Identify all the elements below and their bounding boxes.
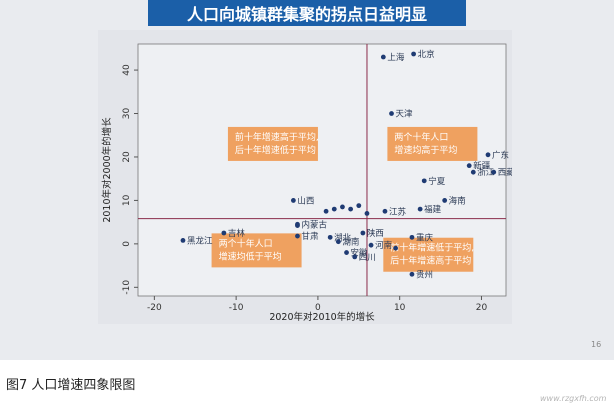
data-point-label-1: 北京 [418,49,435,60]
data-point-label-22: 重庆 [416,232,434,243]
data-point-unlabeled-5 [364,211,370,216]
y-tick-label: 20 [122,151,132,163]
data-point-9 [417,206,423,212]
data-point-18 [344,250,349,255]
data-point-23 [409,271,415,277]
page-number: 16 [591,340,602,349]
data-point-label-14: 黑龙江 [187,235,213,246]
data-point-label-2: 天津 [396,109,414,120]
data-point-4 [466,163,472,169]
y-axis-label: 2010年对2000年的增长 [101,117,113,223]
reference-line-layer [138,44,506,296]
banner-title: 人口向城镇群集聚的拐点日益明显 [148,0,466,26]
data-point-label-16: 湖北 [334,233,352,243]
data-point-label-9: 福建 [424,204,442,215]
quadrant-box-3 [383,237,474,272]
figure-caption: 图7 人口增速四象限图 [6,378,136,393]
data-point-22 [409,234,415,240]
data-point-label-7: 宁夏 [428,176,446,187]
quadrant-label-1-line-0: 两个十年人口 [394,131,448,143]
x-tick-label: 10 [394,303,406,313]
data-point-unlabeled-3 [348,206,354,212]
data-point-unlabeled-0 [323,208,329,214]
x-tick-label: -20 [147,303,162,313]
data-point-label-5: 浙江 [477,167,495,178]
data-point-6 [491,169,497,175]
quadrant-label-2-line-0: 两个十年人口 [219,237,273,249]
data-point-label-4: 新疆 [473,161,491,172]
data-point-label-12: 内蒙古 [301,219,327,230]
data-point-label-13: 吉林 [228,228,246,239]
quadrant-label-2-line-1: 增速均低于平均 [219,250,282,262]
y-tick-label: 0 [122,241,132,247]
data-point-unlabeled-4 [356,203,362,209]
plot-card: 前十年增速高于平均, 后十年增速低于平均 两个十年人口 增速均高于平均 两个十年人口 增速… [98,30,512,324]
data-point-label-10: 山西 [297,195,314,206]
data-point-label-19: 四川 [359,253,376,263]
y-tick-label: 30 [122,108,132,120]
data-point-7 [421,178,427,184]
data-point-10 [290,198,296,203]
axis-layer: -20 -10 0 10 20 -10 0 10 20 30 40 [122,64,487,313]
data-point-12 [295,221,300,227]
data-point-16 [327,234,333,240]
quadrant-label-0-line-1: 后十年增速低于平均 [235,144,316,156]
data-point-label-17: 湖南 [342,237,359,248]
watermark: www.rzgxfh.com [540,394,607,403]
data-point-3 [485,152,491,158]
data-point-19 [352,254,358,260]
x-tick-label: 20 [476,303,488,313]
data-point-13 [221,230,227,236]
data-point-8 [442,198,448,203]
data-point-label-15: 甘肃 [301,231,319,242]
data-point-label-8: 海南 [449,195,466,206]
data-point-11 [382,208,388,214]
data-point-unlabeled-2 [340,204,345,210]
data-point-5 [470,169,476,175]
quadrant-label-3-line-1: 后十年增速高于平均 [390,255,471,267]
quadrant-box-0 [227,126,318,161]
data-point-unlabeled-1 [331,206,337,212]
quadrant-label-0-line-0: 前十年增速高于平均, [235,131,319,143]
y-tick-label: 10 [122,194,132,206]
data-point-0 [380,54,386,60]
data-point-label-20: 陕西 [367,228,384,239]
data-point-label-18: 安徽 [351,248,369,259]
data-point-17 [335,239,341,245]
data-point-label-6: 西藏 [498,167,512,178]
y-tick-label: 40 [122,64,132,76]
quadrant-label-layer: 前十年增速高于平均,后十年增速低于平均两个十年人口增速均高于平均两个十年人口增速… [211,126,478,272]
scatter-chart: 前十年增速高于平均,后十年增速低于平均两个十年人口增速均高于平均两个十年人口增速… [101,43,512,323]
data-point-1 [411,51,416,57]
x-tick-label: 0 [315,303,321,313]
quadrant-label-3-line-0: 前十年增速低于平均, [390,242,474,254]
data-point-label-3: 广东 [492,150,509,161]
data-point-label-11: 江苏 [389,206,407,217]
data-point-15 [295,233,300,239]
data-point-21 [368,242,374,248]
quadrant-label-1-line-1: 增速均高于平均 [394,144,457,156]
y-tick-label: -10 [122,280,132,295]
data-point-20 [360,230,366,236]
data-point-unlabeled-7 [393,245,398,251]
quadrant-box-1 [387,126,478,161]
x-axis-label: 2020年对2010年的增长 [269,311,375,323]
data-point-label-23: 贵州 [416,269,433,280]
quadrant-box-2 [211,233,302,268]
x-tick-label: -10 [229,303,244,313]
data-point-label-0: 上海 [387,52,405,63]
data-point-2 [389,111,394,116]
data-point-14 [180,237,186,243]
data-point-label-21: 河南 [375,240,392,251]
slide: 人口向城镇群集聚的拐点日益明显 前十年增速高于平均, 后十年增速低于平均两个十年人… [0,0,614,360]
